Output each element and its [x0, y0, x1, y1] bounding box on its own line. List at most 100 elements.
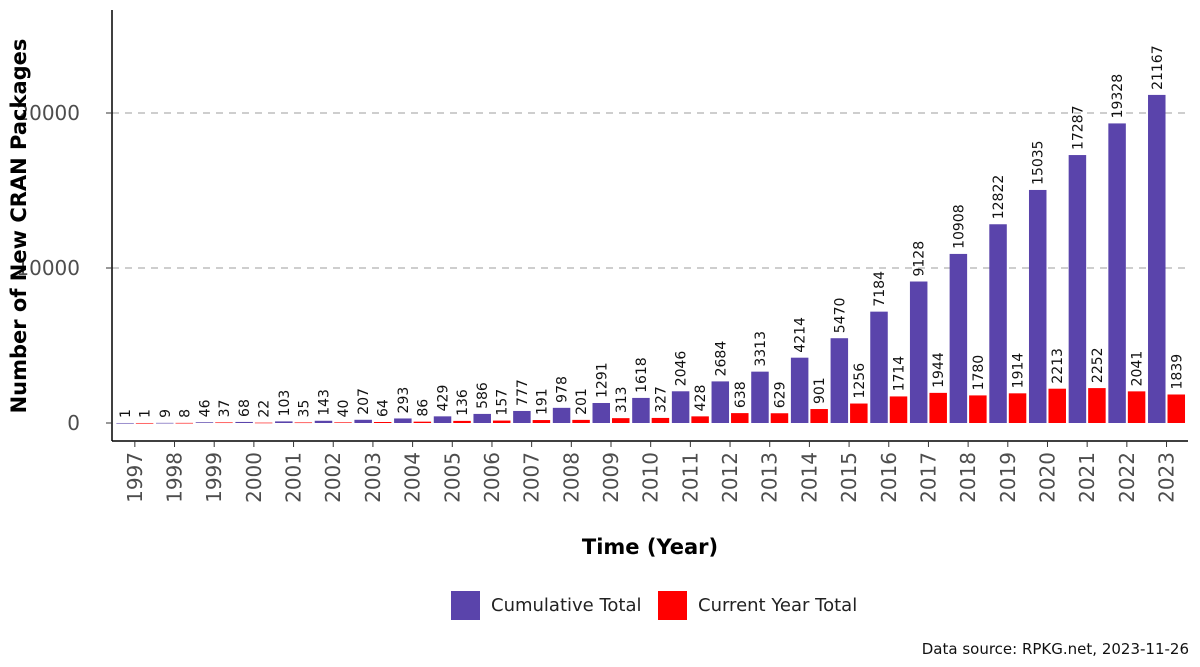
x-tick-label-1999: 1999 — [202, 452, 226, 503]
value-label-current-year-2012: 638 — [733, 381, 749, 408]
value-label-current-year-2009: 313 — [614, 386, 630, 413]
value-label-current-year-2003: 64 — [376, 399, 392, 417]
value-label-current-year-2015: 1256 — [852, 363, 868, 399]
bar-cumulative-2001 — [275, 421, 293, 423]
x-tick-label-2016: 2016 — [877, 452, 901, 503]
bar-cumulative-1999 — [195, 422, 214, 423]
value-label-current-year-2002: 40 — [336, 400, 352, 418]
value-label-current-year-2013: 629 — [772, 382, 788, 409]
bar-current-year-2015 — [850, 403, 868, 423]
value-label-cumulative-2021: 17287 — [1070, 106, 1086, 151]
bar-cumulative-2009 — [592, 402, 610, 423]
bar-current-year-2013 — [770, 413, 789, 423]
x-tick-label-2010: 2010 — [639, 452, 663, 503]
bar-current-year-2016 — [889, 396, 908, 423]
bar-current-year-2003 — [373, 422, 392, 423]
x-axis-title: Time (Year) — [582, 535, 718, 559]
bar-current-year-1997 — [135, 422, 154, 424]
value-label-cumulative-2003: 207 — [356, 388, 372, 415]
bar-cumulative-1998 — [156, 422, 174, 424]
bar-current-year-2011 — [691, 416, 709, 423]
value-label-current-year-2000: 22 — [257, 400, 273, 418]
value-label-cumulative-1998: 9 — [158, 409, 174, 418]
legend-label-current-year: Current Year Total — [698, 595, 857, 616]
x-tick-label-2005: 2005 — [440, 452, 464, 503]
bar-cumulative-2012 — [711, 381, 730, 423]
x-tick-label-2023: 2023 — [1155, 452, 1179, 503]
bar-cumulative-2018 — [949, 253, 968, 423]
bar-current-year-2004 — [413, 421, 432, 423]
bar-current-year-2009 — [612, 418, 630, 423]
x-tick-label-2001: 2001 — [282, 452, 306, 503]
x-tick-label-2004: 2004 — [401, 452, 425, 503]
value-label-cumulative-2000: 68 — [237, 399, 253, 417]
x-tick-label-2018: 2018 — [956, 452, 980, 503]
value-label-cumulative-2010: 1618 — [634, 357, 650, 393]
bar-current-year-2014 — [810, 409, 828, 423]
bar-current-year-2000 — [254, 422, 273, 424]
bar-cumulative-2007 — [513, 410, 531, 423]
x-tick-label-2013: 2013 — [758, 452, 782, 503]
bar-current-year-2018 — [969, 395, 987, 423]
bar-current-year-2012 — [731, 413, 749, 423]
bar-current-year-2021 — [1088, 388, 1106, 423]
bar-current-year-2023 — [1167, 394, 1186, 423]
value-label-current-year-2004: 86 — [415, 399, 431, 417]
value-label-cumulative-1997: 1 — [118, 409, 134, 418]
bar-cumulative-2017 — [909, 281, 928, 423]
value-label-current-year-2020: 2213 — [1050, 348, 1066, 384]
bar-cumulative-2000 — [235, 421, 253, 423]
bar-current-year-2007 — [532, 420, 551, 423]
bar-cumulative-2013 — [751, 371, 769, 423]
value-labels: 1 1 9 8 46 37 68 22 103 35 143 40 207 64 293 86 429 136 58… — [118, 45, 1185, 418]
value-label-cumulative-2002: 143 — [316, 389, 332, 416]
x-axis-ticks: 1997 1998 1999 2000 2001 2002 2003 2004 2005 2006… — [123, 441, 1179, 503]
value-label-current-year-2017: 1944 — [931, 352, 947, 388]
x-tick-label-2006: 2006 — [480, 452, 504, 503]
x-tick-label-2008: 2008 — [559, 452, 583, 503]
x-tick-label-2022: 2022 — [1115, 452, 1139, 503]
value-label-cumulative-2023: 21167 — [1150, 45, 1166, 90]
bar-current-year-2010 — [651, 417, 670, 423]
bar-current-year-1998 — [175, 422, 194, 424]
value-label-current-year-2005: 136 — [455, 389, 471, 416]
bar-current-year-2008 — [572, 419, 590, 423]
value-label-cumulative-2015: 5470 — [832, 298, 848, 334]
bar-cumulative-2020 — [1028, 189, 1047, 423]
value-label-current-year-1997: 1 — [138, 409, 154, 418]
value-label-current-year-2011: 428 — [693, 385, 709, 412]
value-label-cumulative-2018: 10908 — [951, 204, 967, 249]
x-tick-label-2014: 2014 — [797, 452, 821, 503]
value-label-current-year-2021: 2252 — [1090, 347, 1106, 383]
legend-label-cumulative: Cumulative Total — [491, 595, 642, 616]
x-tick-label-2012: 2012 — [718, 452, 742, 503]
legend: Cumulative Total Current Year Total — [451, 591, 857, 620]
value-label-current-year-2008: 201 — [574, 388, 590, 415]
x-tick-label-2000: 2000 — [242, 452, 266, 503]
bar-cumulative-2021 — [1068, 155, 1087, 423]
bar-cumulative-2022 — [1108, 123, 1126, 423]
bar-current-year-1999 — [215, 422, 233, 424]
x-tick-label-2003: 2003 — [361, 452, 385, 503]
x-tick-label-1998: 1998 — [163, 452, 187, 503]
x-tick-label-2009: 2009 — [599, 452, 623, 503]
value-label-cumulative-1999: 46 — [197, 399, 213, 417]
bar-cumulative-2006 — [473, 413, 491, 423]
value-label-cumulative-2020: 15035 — [1031, 140, 1047, 185]
gridlines — [112, 112, 1188, 269]
y-tick-label: 10000 — [16, 256, 80, 280]
legend-swatch-cumulative — [451, 591, 480, 620]
bar-cumulative-2011 — [671, 391, 690, 423]
x-tick-label-2002: 2002 — [321, 452, 345, 503]
bar-cumulative-2005 — [433, 416, 452, 423]
bar-cumulative-2002 — [314, 420, 333, 423]
x-tick-label-2015: 2015 — [837, 452, 861, 503]
x-tick-label-2021: 2021 — [1075, 452, 1099, 503]
value-label-cumulative-2016: 7184 — [872, 271, 888, 307]
bar-current-year-2005 — [453, 420, 471, 423]
value-label-current-year-1998: 8 — [177, 409, 193, 418]
value-label-cumulative-2017: 9128 — [912, 241, 928, 277]
x-tick-label-2017: 2017 — [916, 452, 940, 503]
bar-cumulative-2014 — [790, 357, 809, 423]
